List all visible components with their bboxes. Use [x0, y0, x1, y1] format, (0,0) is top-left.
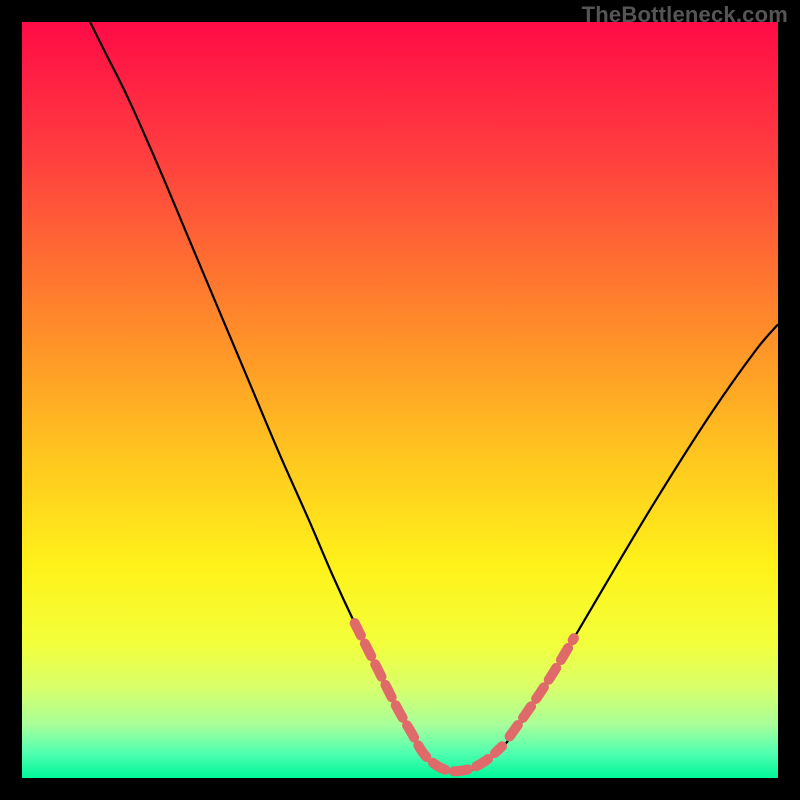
curve-layer	[22, 22, 778, 778]
highlight-dots-0	[355, 623, 502, 771]
bottleneck-curve	[90, 22, 778, 773]
plot-area	[22, 22, 778, 778]
chart-stage: TheBottleneck.com	[0, 0, 800, 800]
attribution-text: TheBottleneck.com	[582, 2, 788, 28]
highlight-dots-1	[510, 638, 574, 736]
